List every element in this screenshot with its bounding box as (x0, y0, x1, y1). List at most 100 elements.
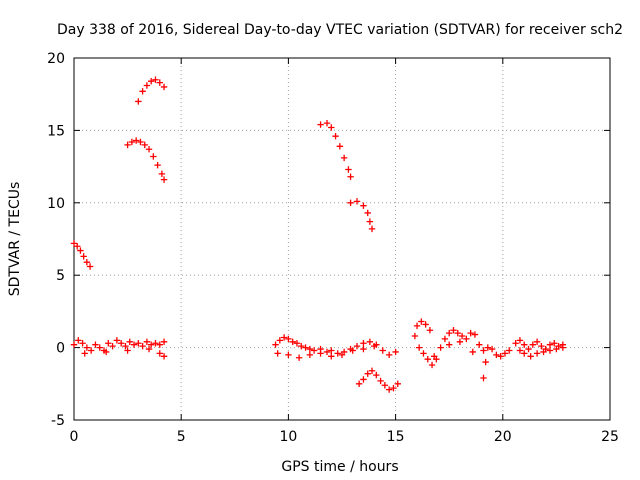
data-point (370, 342, 378, 350)
data-point (160, 353, 168, 360)
data-point (463, 335, 470, 343)
data-point (512, 340, 519, 347)
data-point (450, 327, 457, 334)
data-point (521, 350, 528, 357)
data-point (497, 353, 504, 360)
data-point (521, 341, 528, 348)
data-point (480, 374, 487, 382)
data-point (488, 345, 496, 353)
y-axis-label: SDTVAR / TECUs (7, 182, 23, 297)
data-point (390, 384, 397, 392)
data-point (366, 218, 374, 225)
data-point (516, 347, 524, 354)
data-point (484, 344, 491, 351)
series-arc-5 (347, 198, 376, 233)
data-point (426, 327, 434, 334)
data-point (428, 361, 436, 369)
data-point (105, 340, 112, 347)
data-point (379, 347, 386, 354)
data-point (317, 350, 324, 357)
x-tick-label: 25 (601, 429, 619, 445)
plot-frame (73, 57, 611, 421)
data-point (83, 344, 91, 351)
data-point (413, 322, 421, 330)
data-point (480, 347, 487, 354)
data-point (109, 342, 116, 350)
axis-ticks: 0 5 10 15 20 25 -5 0 5 10 15 20 (47, 51, 619, 445)
data-point (411, 332, 419, 340)
data-point (135, 340, 142, 347)
data-point (143, 82, 151, 89)
data-point (430, 353, 438, 360)
data-point (482, 358, 489, 366)
data-point (139, 88, 146, 95)
data-point (529, 341, 537, 348)
data-point (276, 337, 284, 344)
data-point (353, 342, 361, 350)
data-point (289, 338, 296, 346)
data-point (154, 161, 161, 169)
data-point (77, 247, 84, 254)
data-point (295, 354, 303, 361)
data-point (298, 342, 305, 350)
data-point (559, 341, 567, 348)
data-point (79, 340, 86, 347)
data-point (285, 335, 292, 343)
data-point (160, 338, 168, 346)
data-point (328, 347, 335, 354)
data-point (533, 350, 541, 357)
data-point (422, 321, 429, 328)
data-point (274, 350, 281, 357)
data-point (336, 143, 344, 150)
data-point (527, 353, 534, 360)
data-point (437, 344, 444, 351)
data-point (117, 340, 125, 347)
data-point (323, 348, 331, 356)
data-point (385, 386, 393, 393)
data-point (360, 202, 367, 209)
data-point (476, 341, 483, 348)
y-tick-label: 10 (47, 196, 65, 212)
data-point (392, 348, 399, 356)
series-arc-1 (70, 240, 94, 270)
data-point (415, 344, 423, 351)
x-tick-label: 5 (177, 429, 186, 445)
series-cluster-1 (70, 337, 168, 360)
data-point (145, 345, 153, 353)
data-point (546, 347, 554, 354)
data-point (150, 153, 157, 160)
data-point (87, 347, 95, 354)
data-point (80, 253, 87, 260)
data-point (145, 146, 153, 153)
data-point (355, 380, 363, 387)
data-point (540, 348, 547, 356)
data-point (132, 137, 140, 144)
series-cluster-2 (272, 334, 399, 361)
data-point (493, 351, 500, 359)
grid (74, 58, 610, 420)
data-point (347, 199, 354, 206)
data-point (501, 350, 509, 357)
data-point (458, 332, 466, 340)
data-point (306, 351, 314, 359)
data-point (364, 370, 371, 377)
data-point (317, 121, 324, 128)
series-arc-2 (124, 137, 168, 183)
y-tick-label: 15 (47, 123, 65, 139)
data-point (302, 344, 309, 351)
data-point (525, 345, 532, 353)
data-point (366, 338, 374, 346)
data-point (328, 353, 335, 360)
data-point (83, 258, 91, 266)
data-point (467, 329, 474, 337)
series-cluster-3 (411, 318, 513, 382)
x-axis-label: GPS time / hours (281, 459, 398, 475)
data-point (345, 166, 352, 173)
data-point (285, 351, 292, 359)
x-tick-label: 10 (279, 429, 297, 445)
data-point (347, 173, 354, 180)
data-point (360, 340, 367, 347)
data-point (160, 176, 168, 183)
data-point (360, 345, 367, 353)
data-point (551, 340, 558, 347)
